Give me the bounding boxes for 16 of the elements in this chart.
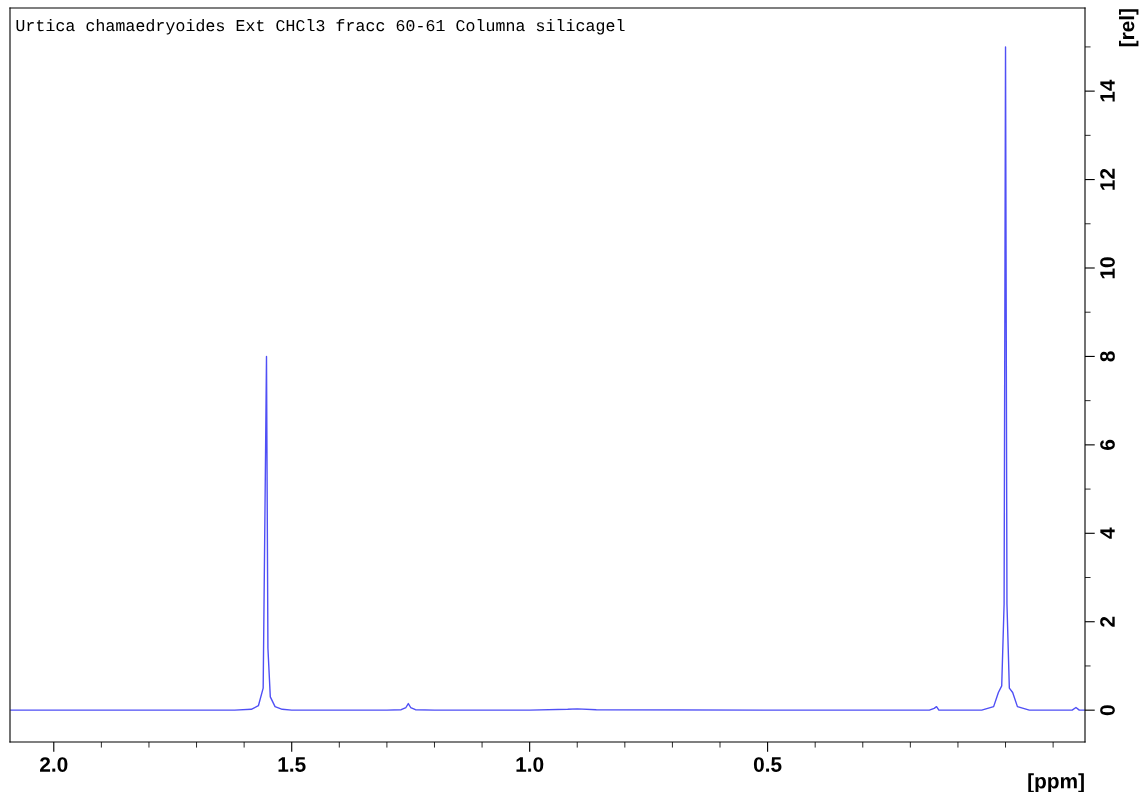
annotation: Urtica chamaedryoides Ext CHCl3 fracc 60-61 Columna silicagel	[16, 19, 625, 35]
line-series	[10, 46, 1085, 711]
y-axis-title: [rel]	[1119, 9, 1139, 47]
y-tick-label: 6	[1100, 439, 1115, 450]
y-tick-label: 10	[1100, 257, 1115, 279]
y-tick-label: 12	[1100, 168, 1115, 190]
x-tick-label: 2.0	[40, 757, 68, 772]
x-tick-label: 1.0	[516, 757, 544, 772]
x-axis-title: [ppm]	[1028, 773, 1084, 792]
x-tick-label: 1.5	[278, 757, 306, 772]
y-tick-label: 0	[1100, 705, 1115, 716]
y-tick-label: 8	[1100, 351, 1115, 362]
y-tick-label: 4	[1100, 527, 1115, 539]
y-tick-label: 2	[1100, 616, 1115, 627]
x-tick-label: 0.5	[753, 757, 782, 772]
y-tick-label: 14	[1100, 79, 1115, 102]
